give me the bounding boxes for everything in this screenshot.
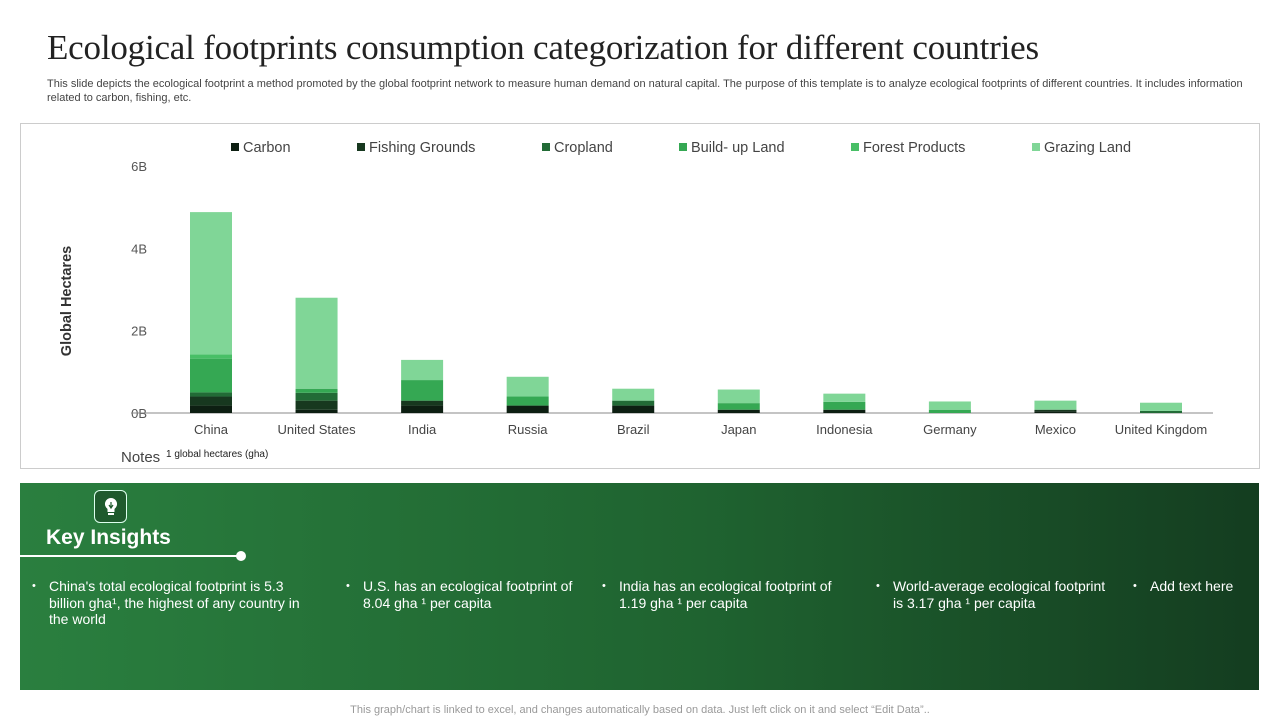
insight-item: World-average ecological footprint is 3.… — [876, 578, 1108, 611]
bar-segment — [506, 405, 549, 413]
bar-segment — [190, 392, 232, 397]
legend-label: Build- up Land — [691, 140, 785, 156]
bar-segment — [190, 358, 232, 393]
x-tick-label: United Kingdom — [1115, 422, 1208, 437]
insight-item: Add text here — [1133, 578, 1260, 595]
bar-segment — [506, 376, 549, 397]
page-title: Ecological footprints consumption catego… — [47, 28, 1039, 67]
key-insights-title: Key Insights — [46, 526, 171, 549]
legend-swatch — [679, 143, 687, 151]
x-tick-label: Mexico — [1035, 422, 1076, 437]
x-tick-label: Germany — [923, 422, 977, 437]
notes-text: 1 global hectares (gha) — [166, 449, 268, 460]
legend-swatch — [231, 143, 239, 151]
notes-label: Notes — [121, 449, 160, 466]
bar-segment — [295, 392, 338, 401]
key-insights-panel: Key Insights China's total ecological fo… — [20, 483, 1259, 690]
legend-label: Forest Products — [863, 140, 965, 156]
bar-segment — [1140, 402, 1182, 411]
x-tick-label: China — [194, 422, 229, 437]
insight-item: U.S. has an ecological footprint of 8.04… — [346, 578, 573, 611]
bar-segment — [928, 409, 971, 413]
legend-swatch — [357, 143, 365, 151]
insight-item: China's total ecological footprint is 5.… — [32, 578, 319, 628]
bar-segment — [612, 405, 655, 413]
bar-segment — [295, 400, 338, 410]
bar-segment — [612, 388, 655, 401]
bar-segment — [823, 401, 866, 410]
bar-segment — [717, 409, 760, 413]
bar-segment — [190, 405, 232, 413]
x-tick-label: United States — [278, 422, 357, 437]
bar-segment — [401, 380, 444, 401]
x-tick-label: Japan — [721, 422, 756, 437]
bar-segment — [295, 409, 338, 413]
x-tick-label: India — [408, 422, 437, 437]
bar-segment — [401, 400, 444, 406]
bar-segment — [928, 401, 971, 410]
chart-container[interactable]: Carbon Fishing Grounds Cropland Build- up L… — [20, 123, 1260, 469]
bar-segment — [401, 405, 444, 413]
bar-segment — [1034, 411, 1077, 413]
x-tick-label: Indonesia — [816, 422, 873, 437]
legend-label: Grazing Land — [1044, 140, 1131, 156]
bar-segment — [1034, 409, 1077, 412]
legend-swatch — [542, 143, 550, 151]
bar-segment — [295, 297, 338, 389]
bar-segment — [823, 393, 866, 402]
divider-dot — [236, 551, 246, 561]
legend-label: Fishing Grounds — [369, 140, 475, 156]
bar-segment — [717, 403, 760, 410]
y-tick-label: 4B — [131, 241, 147, 256]
insight-item: India has an ecological footprint of 1.1… — [602, 578, 834, 611]
y-tick-label: 6B — [131, 159, 147, 174]
page-description: This slide depicts the ecological footpr… — [47, 78, 1243, 104]
bar-segment — [823, 409, 866, 413]
y-tick-label: 2B — [131, 324, 147, 339]
y-axis-title: Global Hectares — [59, 246, 75, 356]
bar-segment — [1034, 400, 1077, 410]
bar-segment — [190, 396, 232, 406]
x-tick-label: Russia — [508, 422, 549, 437]
bar-segment — [1140, 410, 1182, 413]
bar-segment — [295, 388, 338, 393]
divider-line — [20, 555, 240, 557]
legend-swatch — [1032, 143, 1040, 151]
bar-segment — [401, 359, 444, 381]
legend-swatch — [851, 143, 859, 151]
bar-segment — [190, 212, 232, 355]
bar-segment — [506, 396, 549, 406]
stacked-bar-chart: Carbon Fishing Grounds Cropland Build- up L… — [59, 140, 1213, 466]
bar-segment — [612, 400, 655, 406]
legend-label: Carbon — [243, 140, 291, 156]
legend-label: Cropland — [554, 140, 613, 156]
bar-segment — [190, 354, 232, 359]
lightbulb-icon — [94, 490, 127, 523]
x-tick-label: Brazil — [617, 422, 650, 437]
bar-segment — [717, 389, 760, 404]
footer-note: This graph/chart is linked to excel, and… — [350, 704, 930, 716]
